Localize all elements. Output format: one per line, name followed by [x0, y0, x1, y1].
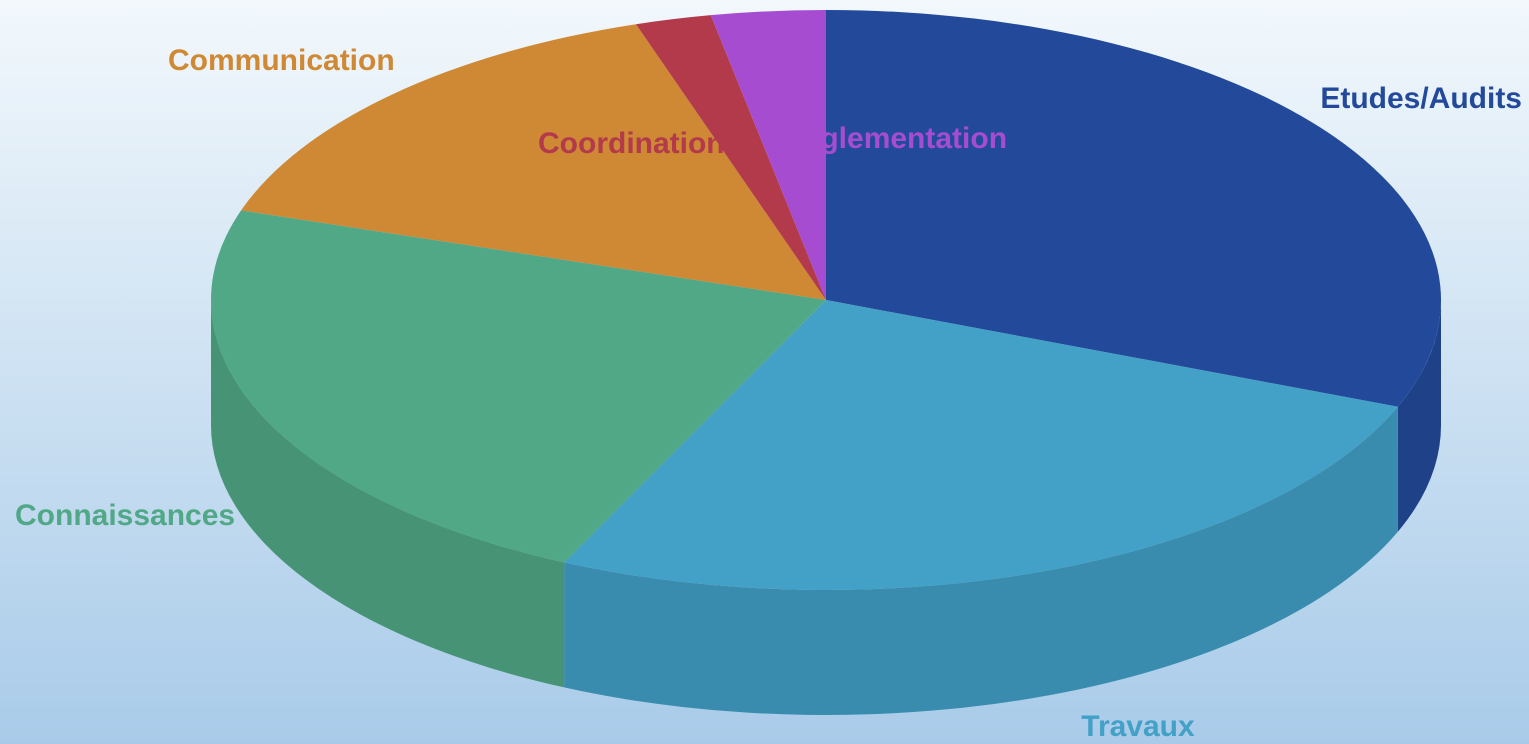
slice — [635, 15, 826, 301]
slice — [564, 300, 1398, 590]
slice-label: Travaux — [1081, 710, 1195, 743]
slice-side-shade — [564, 406, 1398, 715]
slice — [241, 24, 827, 301]
slice-side — [1397, 300, 1441, 532]
slice-side — [564, 406, 1398, 715]
slice-side-shade — [1397, 300, 1441, 532]
slice-label: Communication — [168, 44, 395, 77]
slice-side — [211, 300, 565, 688]
slice-label: Connaissances — [15, 499, 235, 532]
slice-side-shade — [211, 300, 565, 688]
slice — [211, 210, 827, 563]
slice — [710, 10, 826, 300]
slice — [826, 10, 1441, 407]
slice-label: Réglementation — [782, 122, 1007, 155]
slice-label: Etudes/Audits — [1320, 82, 1522, 115]
slice-label: Coordination — [538, 127, 725, 160]
